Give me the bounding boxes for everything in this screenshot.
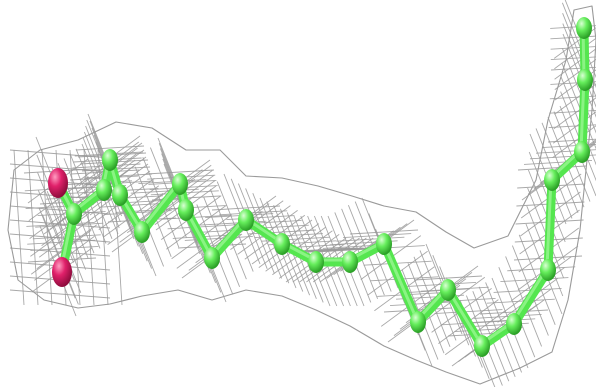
carbon-atom bbox=[308, 251, 324, 273]
bond-highlight bbox=[511, 266, 549, 324]
mesh-hatch-line bbox=[349, 229, 419, 235]
mesh-hatch-line bbox=[493, 287, 562, 293]
mesh-hatch-line bbox=[413, 275, 483, 281]
bond-stick bbox=[509, 265, 553, 329]
mesh-hatch-line bbox=[441, 320, 510, 326]
mesh-hatch-line bbox=[130, 188, 199, 194]
mesh-hatch-line bbox=[486, 298, 555, 304]
mesh-hatch-line bbox=[27, 239, 96, 245]
mesh-hatch-line bbox=[377, 291, 446, 297]
mesh-hatch-line bbox=[9, 149, 111, 159]
mesh-hatch-line bbox=[83, 149, 95, 306]
carbon-atom bbox=[342, 251, 358, 273]
mesh-hatch-line bbox=[41, 149, 53, 306]
carbon-atom bbox=[178, 199, 194, 221]
mesh-hatch-line bbox=[479, 309, 549, 315]
mesh-hatch-line bbox=[370, 276, 439, 282]
carbon-atom bbox=[112, 184, 128, 206]
carbon-atom bbox=[410, 311, 426, 333]
mesh-hatch-line bbox=[27, 149, 39, 306]
carbon-atom bbox=[440, 279, 456, 301]
carbon-atom bbox=[66, 203, 82, 225]
carbon-atom bbox=[134, 221, 150, 243]
carbon-atom bbox=[574, 141, 590, 163]
carbon-atom bbox=[238, 209, 254, 231]
mesh-hatch-line bbox=[434, 309, 503, 315]
mesh-hatch-line bbox=[9, 233, 111, 243]
mesh-hatch-line bbox=[550, 46, 596, 50]
bond-highlight bbox=[545, 176, 553, 270]
carbon-atom bbox=[540, 259, 556, 281]
mesh-hatch-line bbox=[97, 149, 109, 306]
bond-highlight bbox=[139, 180, 181, 232]
carbon-atom bbox=[544, 169, 560, 191]
mesh-hatch-line bbox=[363, 260, 432, 266]
mesh-hatch-line bbox=[9, 289, 111, 299]
density-envelope bbox=[7, 5, 596, 385]
carbon-atom bbox=[96, 179, 112, 201]
mesh-hatch-line bbox=[162, 214, 231, 220]
oxygen-atom bbox=[52, 257, 72, 287]
bond-stick bbox=[137, 179, 185, 237]
atom-spheres bbox=[48, 17, 593, 357]
carbon-atom bbox=[102, 149, 118, 171]
mesh-hatch-line bbox=[9, 163, 111, 173]
mesh-hatch-line bbox=[9, 219, 111, 229]
mesh-hatch-line bbox=[75, 145, 145, 151]
carbon-atom bbox=[376, 233, 392, 255]
carbon-atom bbox=[474, 335, 490, 357]
mesh-hatch-line bbox=[13, 149, 25, 306]
carbon-atom bbox=[172, 173, 188, 195]
mesh-hatch-line bbox=[500, 277, 569, 283]
carbon-atom bbox=[274, 233, 290, 255]
carbon-atom bbox=[204, 247, 220, 269]
mesh-hatch-line bbox=[145, 169, 215, 175]
oxygen-atom bbox=[48, 168, 68, 198]
carbon-atom bbox=[576, 17, 592, 39]
mesh-hatch-line bbox=[167, 224, 236, 230]
carbon-atom bbox=[577, 69, 593, 91]
carbon-atom bbox=[506, 313, 522, 335]
bond-highlight bbox=[381, 240, 419, 322]
mesh-hatch-line bbox=[9, 247, 111, 257]
